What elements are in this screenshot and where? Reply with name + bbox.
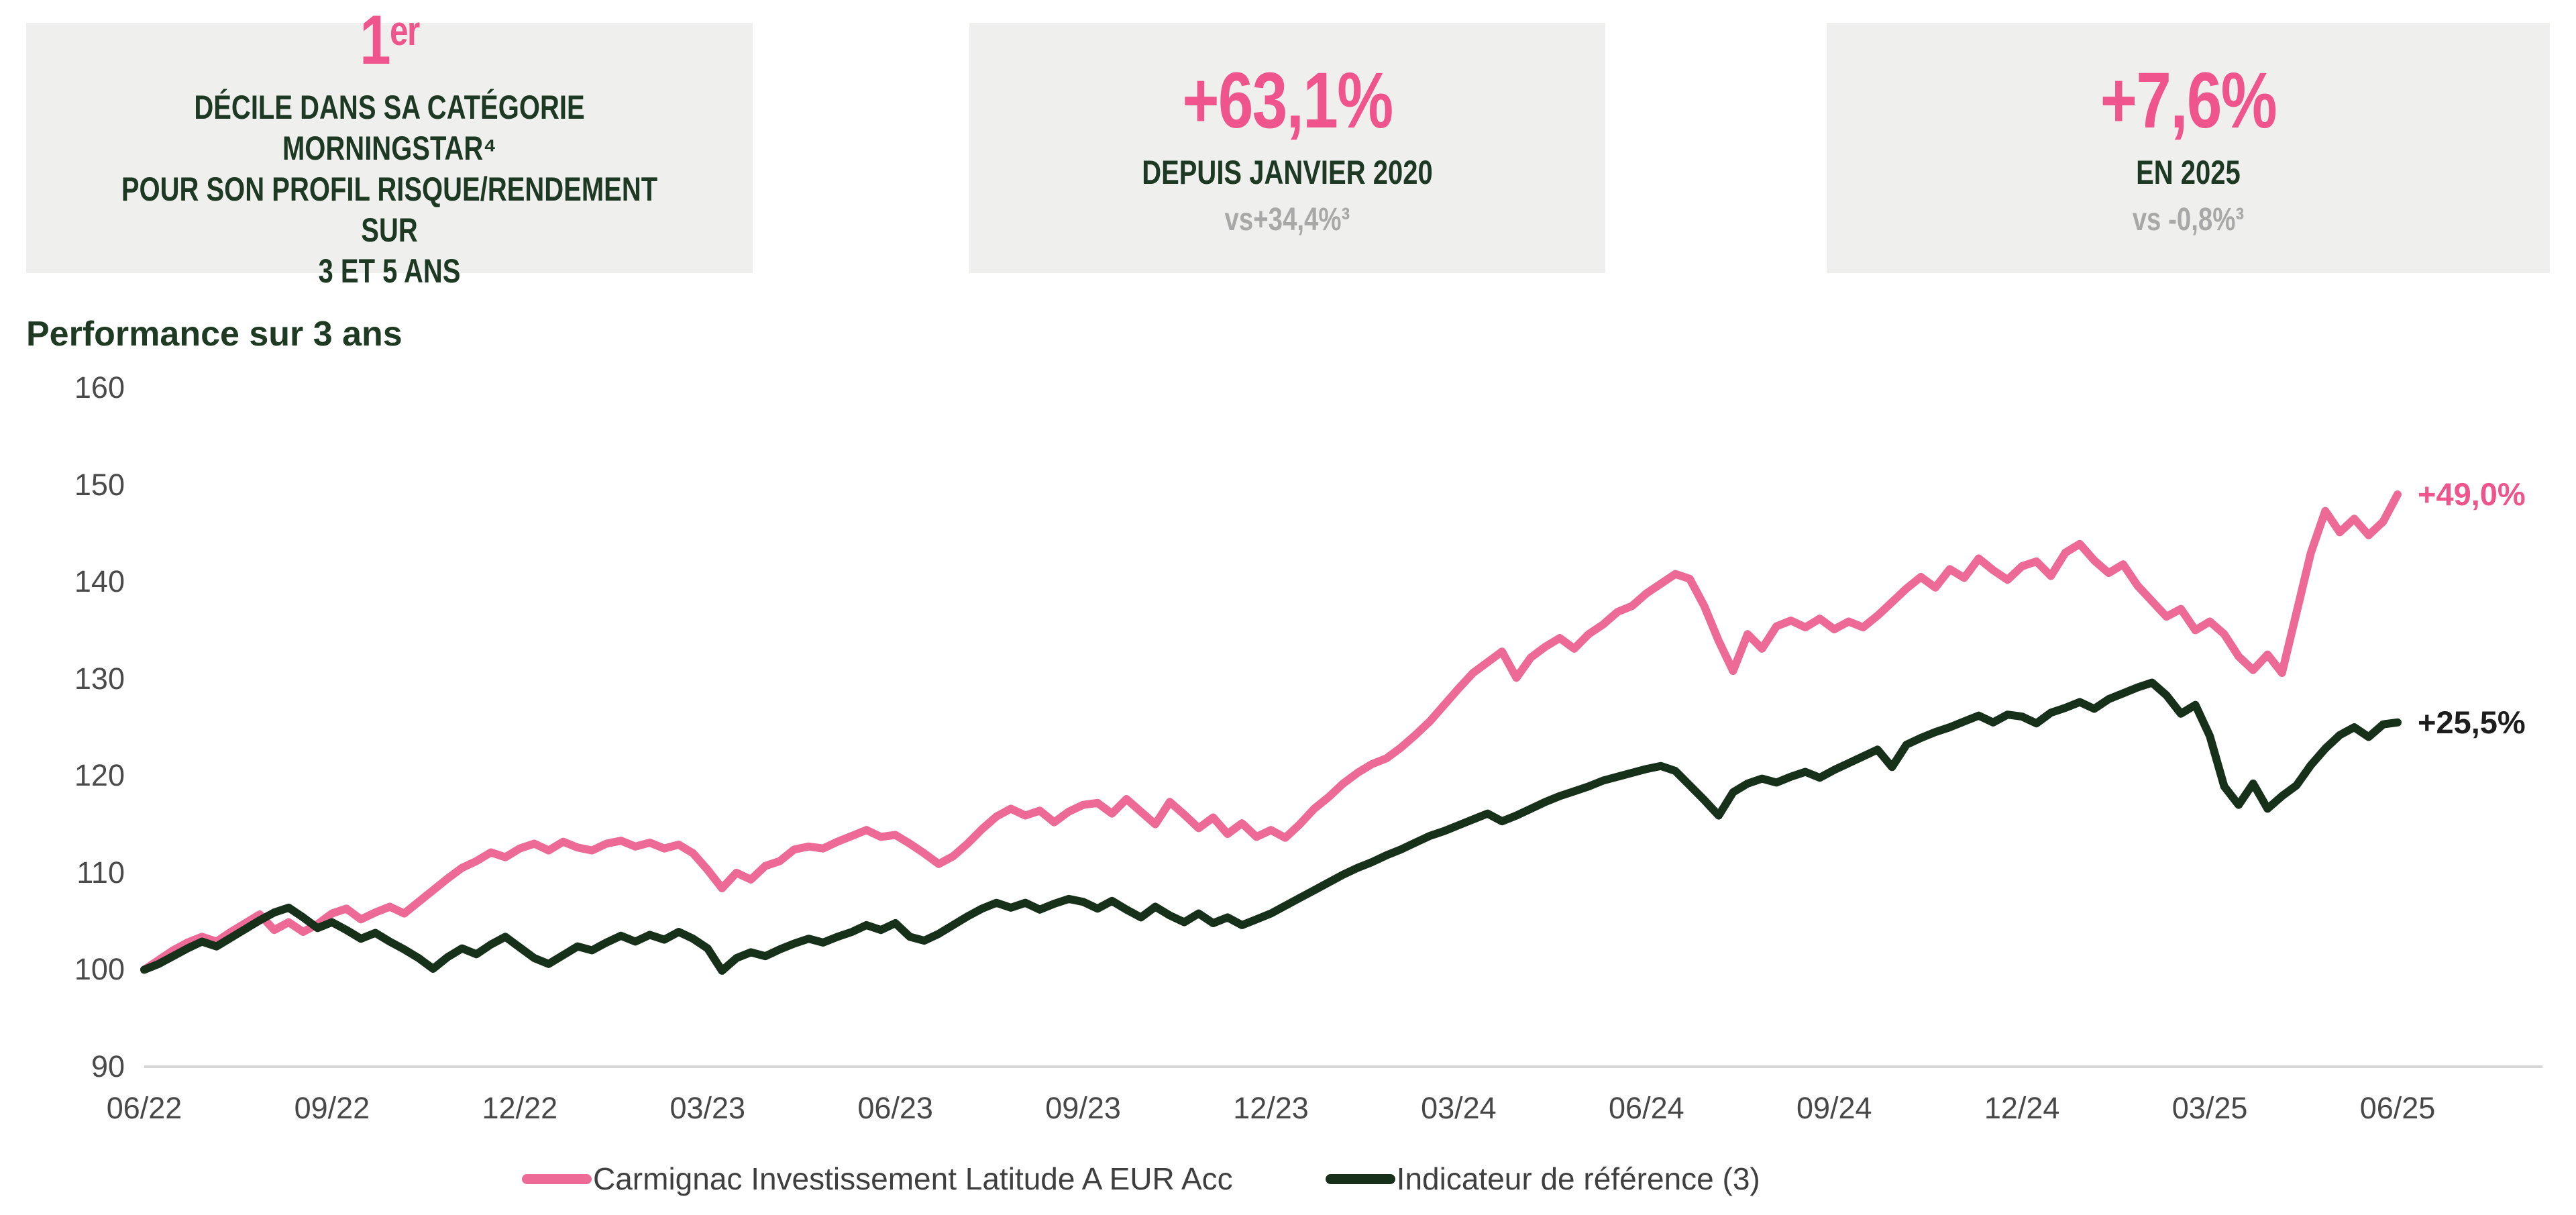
x-tick-label: 12/24: [1984, 1091, 2060, 1125]
stat-value-ytd-2025: +7,6%: [2100, 56, 2277, 146]
x-tick-label: 09/22: [294, 1091, 370, 1125]
benchmark-series-line: [140, 678, 2402, 975]
y-tick-label: 130: [74, 661, 125, 696]
stat-value-decile: 1er: [360, 1, 420, 80]
x-tick-label: 12/23: [1233, 1091, 1309, 1125]
legend-label-benchmark: Indicateur de référence (3): [1396, 1161, 1760, 1196]
fund-series-line: [140, 490, 2402, 974]
x-tick-label: 03/23: [669, 1091, 746, 1125]
y-tick-label: 150: [74, 467, 125, 502]
chart-title: Performance sur 3 ans: [26, 315, 402, 354]
legend-item-benchmark: Indicateur de référence (3): [1325, 1161, 1760, 1197]
stat-decile-line-1: DÉCILE DANS SA CATÉGORIE MORNINGSTAR⁴: [194, 88, 585, 167]
legend-item-fund: Carmignac Investissement Latitude A EUR …: [522, 1161, 1233, 1197]
y-tick-label: 110: [76, 855, 125, 890]
stat-box-since-2020: +63,1% DEPUIS JANVIER 2020 vs+34,4%³: [969, 23, 1605, 273]
x-tick-label: 09/24: [1796, 1091, 1872, 1125]
x-tick-label: 06/24: [1609, 1091, 1684, 1125]
x-tick-label: 06/23: [857, 1091, 933, 1125]
stat-benchmark-ytd-2025: vs -0,8%³: [2132, 201, 2245, 237]
x-tick-label: 06/22: [106, 1091, 182, 1125]
y-tick-label: 100: [74, 952, 125, 987]
x-tick-label: 09/23: [1045, 1091, 1121, 1125]
chart-legend: Carmignac Investissement Latitude A EUR …: [522, 1161, 1760, 1197]
y-tick-label: 120: [74, 758, 125, 793]
stat-decile-line-3: 3 ET 5 ANS: [318, 252, 461, 290]
x-tick-label: 03/24: [1421, 1091, 1497, 1125]
y-tick-label: 140: [74, 564, 125, 599]
stat-label-ytd-2025: EN 2025: [2136, 153, 2241, 191]
stat-benchmark-since-2020: vs+34,4%³: [1224, 201, 1350, 237]
stat-box-ytd-2025: +7,6% EN 2025 vs -0,8%³: [1827, 23, 2550, 273]
stat-value-since-2020: +63,1%: [1182, 56, 1393, 146]
y-tick-label: 90: [91, 1049, 125, 1084]
benchmark-series-swatch-icon: [1325, 1173, 1395, 1184]
stat-decile-line-2: POUR SON PROFIL RISQUE/RENDEMENT SUR: [121, 170, 658, 249]
x-tick-label: 06/25: [2359, 1091, 2436, 1125]
fund-end-value-label: +49,0%: [2418, 476, 2526, 513]
x-tick-label: 12/22: [482, 1091, 558, 1125]
benchmark-end-value-label: +25,5%: [2418, 704, 2526, 740]
stat-label-since-2020: DEPUIS JANVIER 2020: [1142, 153, 1433, 191]
x-tick-label: 03/25: [2171, 1091, 2248, 1125]
fund-series-swatch-icon: [522, 1173, 592, 1184]
stat-box-morningstar-decile: 1er DÉCILE DANS SA CATÉGORIE MORNINGSTAR…: [26, 4, 753, 290]
legend-label-fund: Carmignac Investissement Latitude A EUR …: [593, 1161, 1233, 1196]
stat-value-decile-suffix: er: [389, 8, 420, 55]
y-tick-label: 160: [74, 370, 125, 405]
